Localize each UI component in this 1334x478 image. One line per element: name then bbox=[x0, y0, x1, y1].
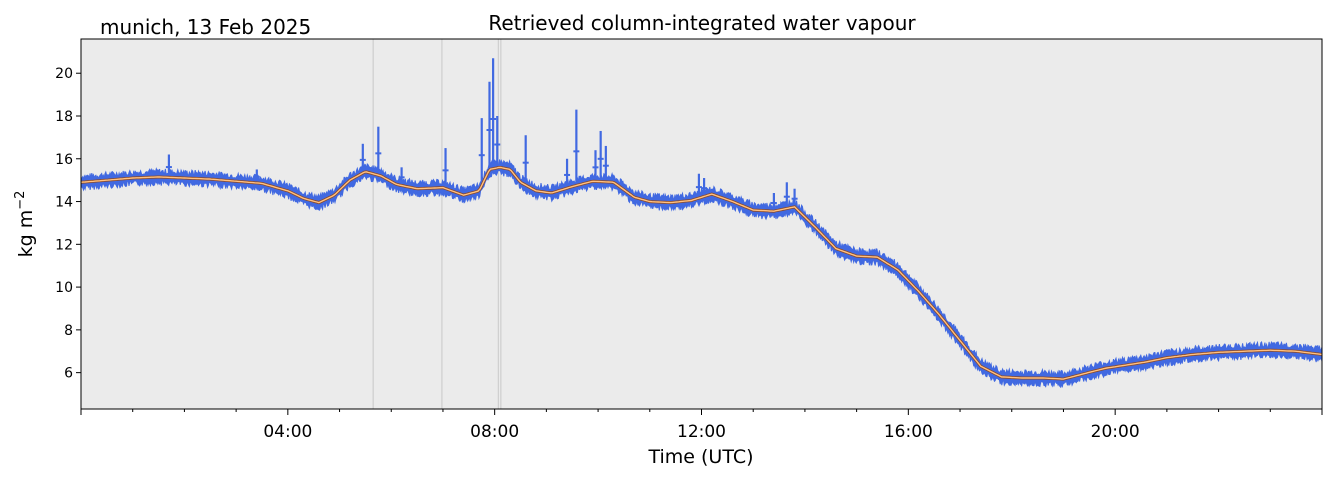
y-tick-label-0: 6 bbox=[64, 366, 73, 382]
chart-subtitle: munich, 13 Feb 2025 bbox=[100, 15, 311, 39]
y-tick-label-6: 18 bbox=[55, 109, 73, 125]
x-tick-label-0: 04:00 bbox=[263, 422, 312, 442]
y-axis-label-unit: kg m bbox=[15, 210, 37, 258]
x-tick-label-3: 16:00 bbox=[884, 422, 933, 442]
series-smooth-line bbox=[80, 166, 1323, 380]
y-tick-label-2: 10 bbox=[55, 280, 73, 296]
y-tick-label-5: 16 bbox=[55, 152, 73, 168]
y-tick-label-3: 12 bbox=[55, 237, 73, 253]
plot-area bbox=[81, 39, 1322, 409]
chart-title: Retrieved column-integrated water vapour bbox=[488, 11, 916, 35]
x-axis-label: Time (UTC) bbox=[647, 446, 753, 468]
x-tick-label-1: 08:00 bbox=[470, 422, 519, 442]
y-tick-label-7: 20 bbox=[55, 66, 73, 82]
x-tick-label-2: 12:00 bbox=[677, 422, 726, 442]
vertical-markers bbox=[372, 39, 502, 409]
x-axis: 04:00 08:00 12:00 16:00 20:00 bbox=[80, 409, 1323, 442]
y-tick-label-4: 14 bbox=[55, 195, 73, 211]
data-spikes bbox=[165, 58, 798, 212]
y-axis: 6 8 10 12 14 16 18 20 bbox=[55, 66, 81, 382]
y-axis-label-exponent: −2 bbox=[13, 191, 28, 210]
x-tick-label-4: 20:00 bbox=[1091, 422, 1140, 442]
y-tick-label-1: 8 bbox=[64, 323, 73, 339]
y-axis-label: kg m−2 bbox=[13, 191, 37, 258]
